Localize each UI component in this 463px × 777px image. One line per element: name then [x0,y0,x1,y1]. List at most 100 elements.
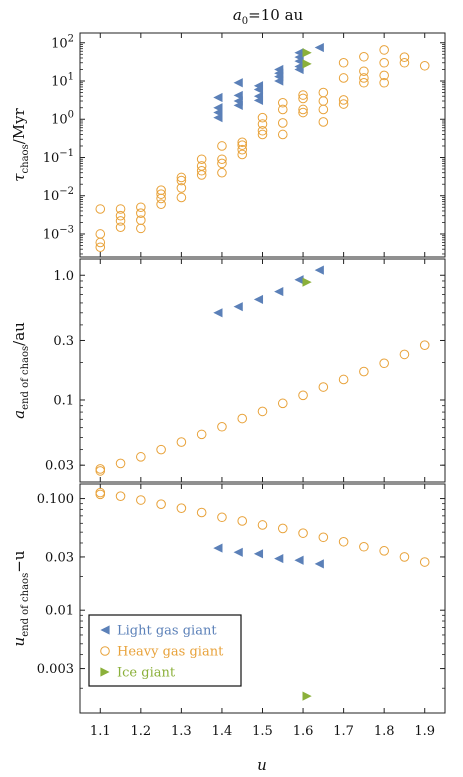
data-point [318,117,329,127]
data-point [95,204,106,214]
x-axis-title-group: u [257,756,267,774]
data-point [176,192,187,203]
series-tau-light-gas-giant [213,42,324,123]
data-point [294,555,304,565]
data-point [359,366,369,377]
data-point [217,167,227,178]
data-point [217,421,227,432]
y-tick-label-a_end-0: 0.03 [45,459,74,474]
data-point [338,99,349,109]
data-point [213,308,223,318]
data-point [302,691,312,701]
data-point [257,112,268,123]
data-point [359,66,369,77]
data-point [115,458,126,469]
data-point [115,216,126,226]
data-point [257,125,268,136]
x-tick-label-8: 1.9 [414,724,435,739]
series-u_end-ice-giant [302,691,312,701]
data-point [156,193,166,204]
data-point [233,78,243,88]
panel-tau: 10−3 10−2 10−1 100 101 102 τchaos/Myr [10,32,446,258]
data-point [136,495,146,505]
y-tick-label-u_end-2: 0.03 [45,550,74,565]
panel-frame-a_end [79,258,446,483]
data-point [302,277,312,287]
data-point [196,165,207,176]
x-tick-label-6: 1.7 [333,724,354,739]
data-point [359,51,369,62]
legend-marker [100,646,110,656]
data-point [379,45,389,55]
y-tick-label-u_end-0: 0.003 [37,662,74,677]
data-point [156,499,166,510]
data-point [379,70,389,81]
data-point [253,549,264,559]
data-point [302,59,312,69]
y-tick-label-tau-1: 10−2 [43,186,74,204]
data-point [136,452,146,462]
data-point [237,144,248,155]
data-point [338,374,349,385]
panel-u_end: 0.003 0.01 0.03 0.100 uend of chaos−u [10,483,446,714]
data-point [274,553,284,564]
panel-a_end: 0.03 0.1 0.3 1.0 aend of chaos/au [10,258,446,483]
y-tick-label-tau-5: 102 [51,33,74,51]
y-tick-label-u_end-3: 0.100 [37,492,74,507]
data-point [277,118,288,128]
data-point [314,559,324,569]
chart-title: a0=10 au [233,6,304,27]
data-point [274,286,284,297]
data-point [277,104,288,115]
data-point [359,541,369,552]
data-point [95,466,106,476]
series-u_end-light-gas-giant [213,543,324,569]
data-point [196,429,207,440]
data-point [318,532,329,543]
data-point [359,73,369,83]
data-point [213,92,223,103]
x-tick-label-0: 1.1 [90,724,111,739]
x-axis-title: u [257,756,267,774]
data-point [379,57,389,68]
data-point [213,543,223,553]
data-point [176,172,187,183]
x-tick-label-5: 1.6 [293,724,314,739]
data-point [217,154,227,165]
data-point [314,265,324,275]
title-sub: 0 [242,16,248,27]
y-tick-label-a_end-1: 0.1 [53,393,74,408]
data-point [237,413,248,424]
data-point [95,464,106,474]
data-point [196,170,207,180]
data-point [257,129,268,140]
data-point [302,48,312,58]
legend: Light gas giant Heavy gas giant Ice giant [88,614,242,687]
data-point [277,398,288,409]
data-point [213,113,223,123]
data-point [176,437,187,447]
title-main: a [233,6,242,24]
data-point [176,503,187,513]
data-point [233,100,243,111]
data-point [294,64,304,75]
data-point [399,52,410,62]
y-tick-label-tau-3: 100 [51,110,74,128]
series-a_end-heavy-gas-giant [95,340,430,476]
data-point [237,516,248,526]
x-tick-label-3: 1.4 [212,724,233,739]
data-point [399,57,410,68]
data-point [253,294,264,305]
legend-label: Ice giant [117,666,176,681]
data-point [156,444,166,455]
legend-marker [100,625,110,635]
data-point [136,202,146,213]
data-point [115,491,126,501]
data-point [156,189,166,199]
x-tick-label-4: 1.5 [252,724,273,739]
data-point [419,340,430,350]
data-point [277,129,288,140]
y-tick-label-a_end-2: 0.3 [53,334,74,349]
x-tick-label-1: 1.2 [130,724,151,739]
